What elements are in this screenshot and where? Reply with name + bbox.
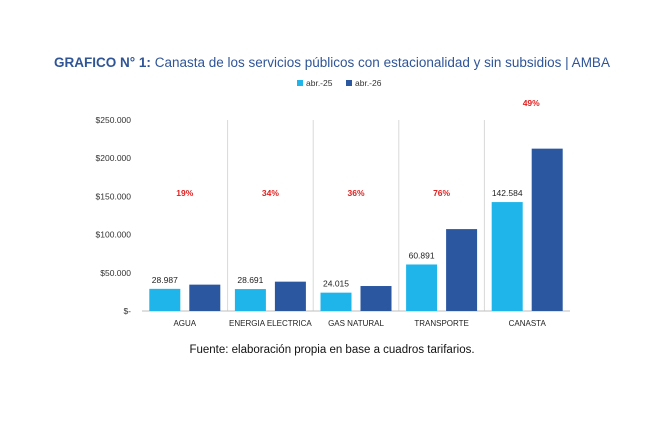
- bar-value-labels: 28.987 28.691 24.015 60.891 142.584: [152, 188, 523, 289]
- bar-series1: [491, 202, 523, 311]
- legend-swatch: [346, 80, 352, 86]
- bar-series2: [360, 286, 392, 311]
- bar-series2: [531, 148, 563, 311]
- variation-label: 36%: [347, 188, 364, 198]
- bar-value-label: 28.987: [152, 275, 178, 285]
- variation-labels: 19% 34% 36% 76% 49%: [176, 98, 540, 198]
- bar-value-label: 60.891: [409, 250, 435, 260]
- variation-label: 19%: [176, 188, 193, 198]
- y-tick-label: $100.000: [96, 230, 132, 240]
- chart-title-text: Canasta de los servicios públicos con es…: [154, 55, 610, 70]
- bar-series1: [234, 289, 266, 311]
- x-tick-label: AGUA: [173, 319, 196, 328]
- chart-title: GRAFICO N° 1: Canasta de los servicios p…: [0, 55, 664, 70]
- bar-series2: [446, 229, 478, 311]
- y-tick-label: $150.000: [96, 191, 132, 201]
- bar-series1: [149, 288, 181, 311]
- chart-title-prefix: GRAFICO N° 1:: [54, 55, 151, 70]
- x-axis: AGUA ENERGIA ELECTRICA GAS NATURAL TRANSPOR…: [173, 319, 546, 328]
- y-tick-label: $-: [123, 306, 131, 316]
- bars: [149, 148, 563, 311]
- y-axis: $- $50.000 $100.000 $150.000 $200.000 $250.00…: [96, 115, 132, 316]
- variation-label: 76%: [433, 188, 450, 198]
- bar-series1: [320, 292, 352, 311]
- bar-value-label: 28.691: [237, 275, 263, 285]
- y-tick-label: $250.000: [96, 115, 132, 125]
- y-tick-label: $200.000: [96, 153, 132, 163]
- bar-value-label: 142.584: [492, 188, 523, 198]
- legend-label: abr.-25: [306, 78, 333, 88]
- legend-label: abr.-26: [355, 78, 382, 88]
- variation-label: 34%: [262, 188, 279, 198]
- legend-swatch: [297, 80, 303, 86]
- x-tick-label: ENERGIA ELECTRICA: [229, 319, 312, 328]
- variation-label: 49%: [523, 98, 540, 108]
- bar-series2: [274, 281, 306, 311]
- x-tick-label: CANASTA: [509, 319, 547, 328]
- x-tick-label: TRANSPORTE: [414, 319, 469, 328]
- bar-series1: [406, 264, 438, 311]
- y-tick-label: $50.000: [100, 268, 131, 278]
- bar-series2: [189, 284, 221, 311]
- chart-source-note: Fuente: elaboración propia en base a cua…: [189, 344, 475, 356]
- bar-value-label: 24.015: [323, 279, 349, 289]
- x-tick-label: GAS NATURAL: [328, 319, 384, 328]
- legend: abr.-25 abr.-26: [297, 78, 382, 88]
